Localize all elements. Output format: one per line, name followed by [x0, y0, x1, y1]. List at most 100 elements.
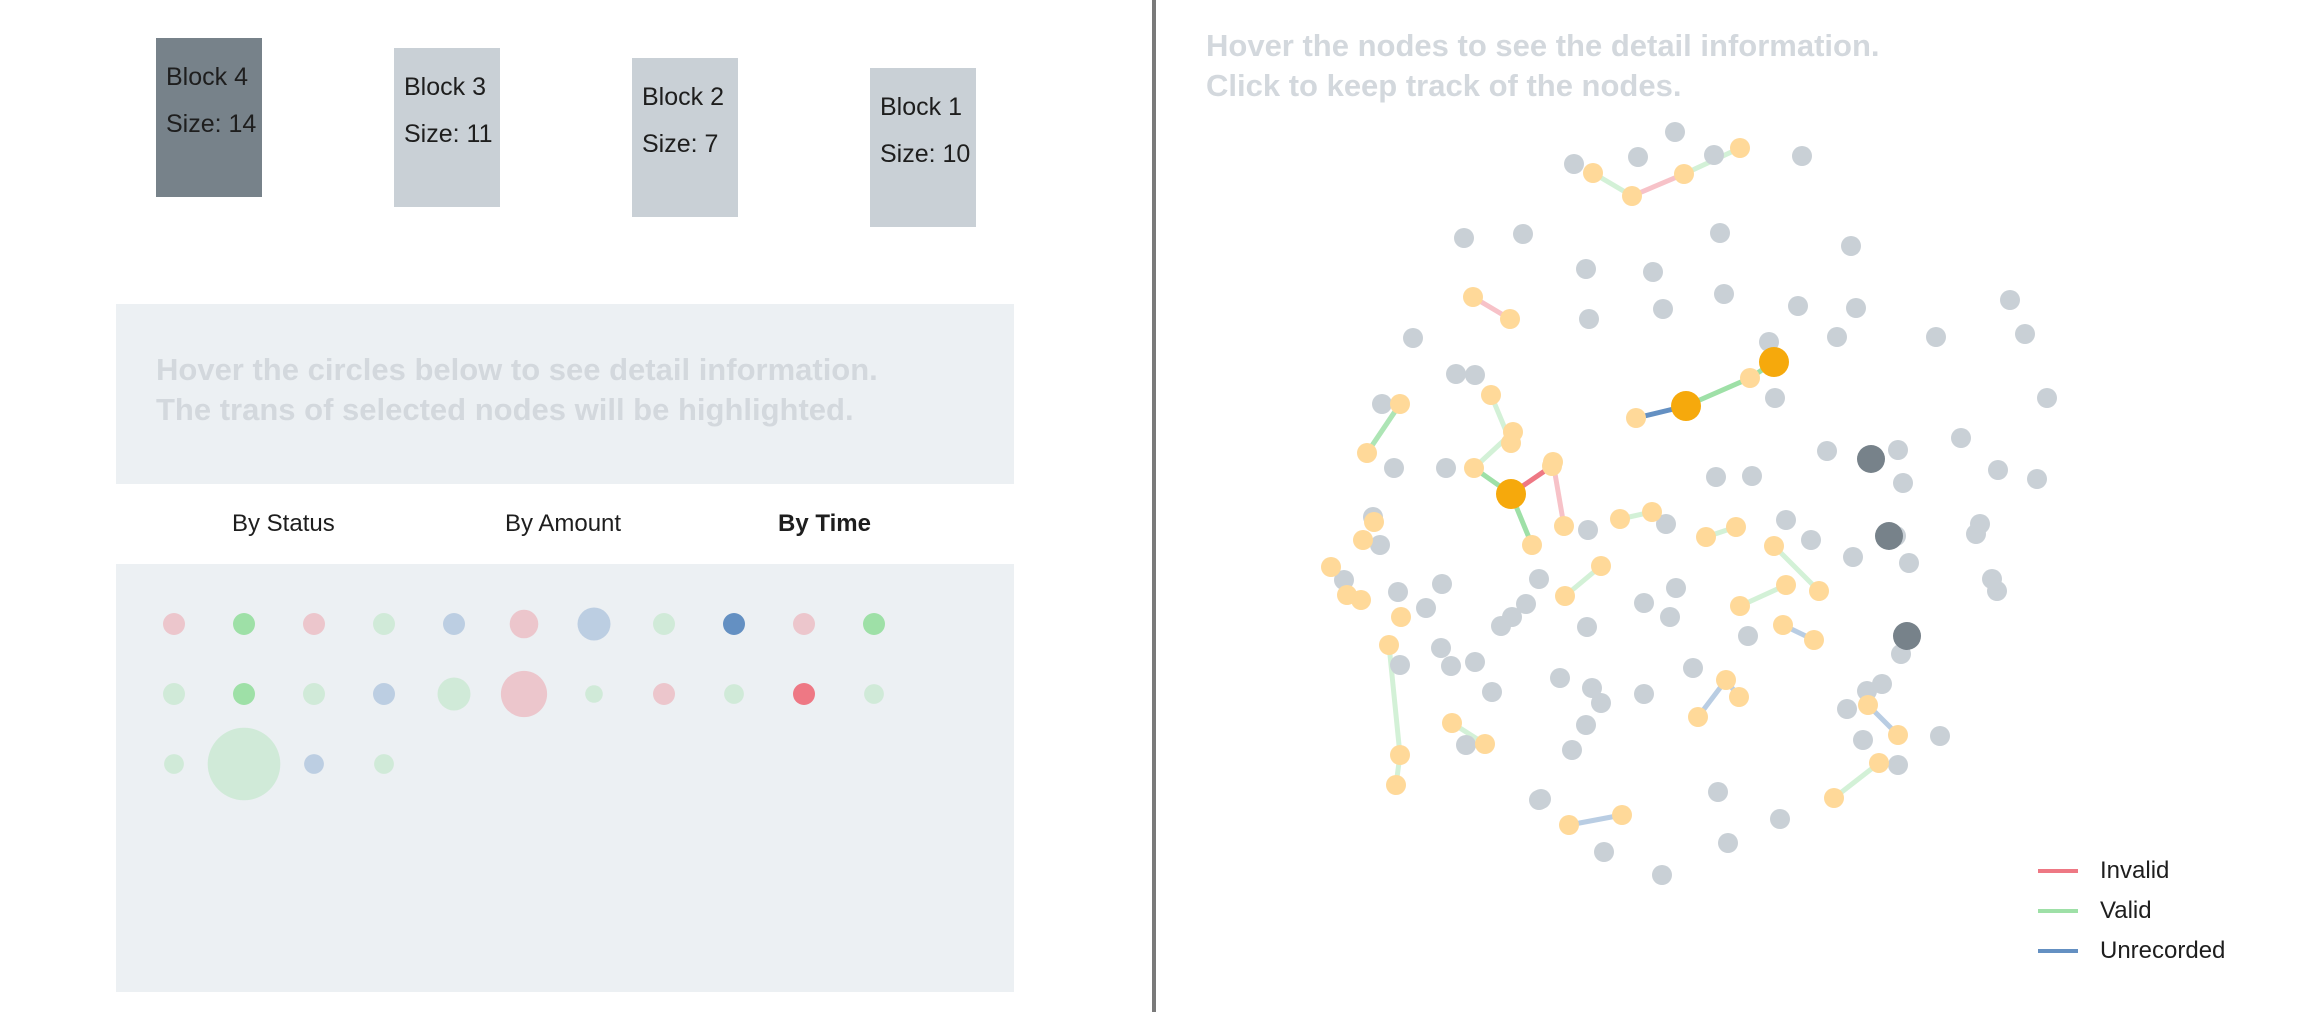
transaction-node[interactable] — [1674, 164, 1694, 184]
address-node[interactable] — [1482, 682, 1502, 702]
transaction-circle-valid[interactable] — [207, 727, 281, 801]
transaction-node[interactable] — [1730, 596, 1750, 616]
address-node[interactable] — [1853, 730, 1873, 750]
address-node[interactable] — [1652, 865, 1672, 885]
address-node[interactable] — [1529, 569, 1549, 589]
address-node[interactable] — [1454, 228, 1474, 248]
address-node[interactable] — [1966, 524, 1986, 544]
tab-by-status[interactable]: By Status — [232, 510, 335, 537]
address-node[interactable] — [1742, 466, 1762, 486]
transaction-circle-unrecorded[interactable] — [577, 607, 611, 641]
transaction-node[interactable] — [1626, 408, 1646, 428]
address-node[interactable] — [1899, 553, 1919, 573]
transaction-circle-valid[interactable] — [373, 613, 395, 635]
transaction-node-selected[interactable] — [1496, 479, 1526, 509]
transaction-node[interactable] — [1390, 394, 1410, 414]
transaction-node[interactable] — [1642, 502, 1662, 522]
address-node[interactable] — [1403, 328, 1423, 348]
address-node[interactable] — [1564, 154, 1584, 174]
transaction-node[interactable] — [1503, 422, 1523, 442]
transaction-node[interactable] — [1475, 734, 1495, 754]
address-node[interactable] — [1334, 570, 1354, 590]
address-node[interactable] — [1456, 735, 1476, 755]
transaction-circle-invalid[interactable] — [793, 613, 815, 635]
address-node[interactable] — [2015, 324, 2035, 344]
address-node[interactable] — [1988, 460, 2008, 480]
address-node[interactable] — [1827, 327, 1847, 347]
transaction-circle-unrecorded[interactable] — [373, 683, 395, 705]
address-node[interactable] — [1660, 607, 1680, 627]
address-node-selected[interactable] — [1857, 445, 1885, 473]
address-node[interactable] — [1841, 236, 1861, 256]
address-node[interactable] — [1634, 593, 1654, 613]
transaction-node[interactable] — [1688, 707, 1708, 727]
block-card-1[interactable]: Block 1 Size: 10 — [870, 68, 976, 227]
address-node[interactable] — [1579, 309, 1599, 329]
address-node[interactable] — [1550, 668, 1570, 688]
address-node[interactable] — [1982, 569, 2002, 589]
transaction-node[interactable] — [1776, 575, 1796, 595]
address-node[interactable] — [1384, 458, 1404, 478]
address-node[interactable] — [1770, 809, 1790, 829]
address-node[interactable] — [1416, 598, 1436, 618]
transaction-node[interactable] — [1463, 287, 1483, 307]
tab-by-amount[interactable]: By Amount — [505, 510, 622, 537]
address-node[interactable] — [1436, 458, 1456, 478]
address-node[interactable] — [1893, 473, 1913, 493]
transaction-node[interactable] — [1612, 805, 1632, 825]
transaction-node[interactable] — [1554, 516, 1574, 536]
address-node[interactable] — [1562, 740, 1582, 760]
address-node[interactable] — [1665, 122, 1685, 142]
address-node[interactable] — [1656, 514, 1676, 534]
transaction-circle-invalid[interactable] — [653, 683, 675, 705]
address-node[interactable] — [1714, 284, 1734, 304]
transaction-circle-invalid[interactable] — [793, 683, 815, 705]
transaction-node[interactable] — [1730, 138, 1750, 158]
transaction-circle-valid[interactable] — [585, 685, 603, 703]
transaction-circle-valid[interactable] — [863, 613, 885, 635]
address-node[interactable] — [1951, 428, 1971, 448]
transaction-node[interactable] — [1764, 536, 1784, 556]
address-node[interactable] — [1765, 388, 1785, 408]
transaction-node[interactable] — [1716, 670, 1736, 690]
transaction-node[interactable] — [1858, 695, 1878, 715]
transaction-node[interactable] — [1809, 581, 1829, 601]
transaction-circle-valid[interactable] — [724, 684, 744, 704]
address-node[interactable] — [1576, 259, 1596, 279]
address-node[interactable] — [2027, 469, 2047, 489]
transaction-circle-invalid[interactable] — [509, 609, 539, 639]
address-node[interactable] — [1431, 638, 1451, 658]
address-node[interactable] — [1792, 146, 1812, 166]
address-node[interactable] — [1706, 467, 1726, 487]
transaction-circle-valid[interactable] — [303, 683, 325, 705]
transaction-node[interactable] — [1321, 557, 1341, 577]
address-node[interactable] — [1801, 530, 1821, 550]
address-node[interactable] — [1683, 658, 1703, 678]
address-node[interactable] — [1738, 626, 1758, 646]
address-node[interactable] — [1710, 223, 1730, 243]
transaction-node[interactable] — [1464, 458, 1484, 478]
transaction-node[interactable] — [1364, 512, 1384, 532]
address-node[interactable] — [1578, 520, 1598, 540]
transaction-node[interactable] — [1804, 630, 1824, 650]
transaction-circle-invalid[interactable] — [163, 613, 185, 635]
address-node[interactable] — [1888, 440, 1908, 460]
address-node[interactable] — [1708, 782, 1728, 802]
address-node-selected[interactable] — [1893, 622, 1921, 650]
transaction-node[interactable] — [1522, 535, 1542, 555]
block-card-2[interactable]: Block 2 Size: 7 — [632, 58, 738, 217]
address-node[interactable] — [1591, 693, 1611, 713]
address-node[interactable] — [1516, 594, 1536, 614]
transaction-circle-valid[interactable] — [164, 754, 184, 774]
transaction-node-selected[interactable] — [1759, 347, 1789, 377]
transaction-node[interactable] — [1583, 163, 1603, 183]
transaction-node[interactable] — [1773, 615, 1793, 635]
transaction-circle-valid[interactable] — [374, 754, 394, 774]
address-node[interactable] — [1930, 726, 1950, 746]
block-card-4[interactable]: Block 4 Size: 14 — [156, 38, 262, 197]
transaction-node[interactable] — [1559, 815, 1579, 835]
transaction-circle-unrecorded[interactable] — [443, 613, 465, 635]
transaction-node[interactable] — [1696, 527, 1716, 547]
transaction-node[interactable] — [1386, 775, 1406, 795]
address-node[interactable] — [1872, 674, 1892, 694]
